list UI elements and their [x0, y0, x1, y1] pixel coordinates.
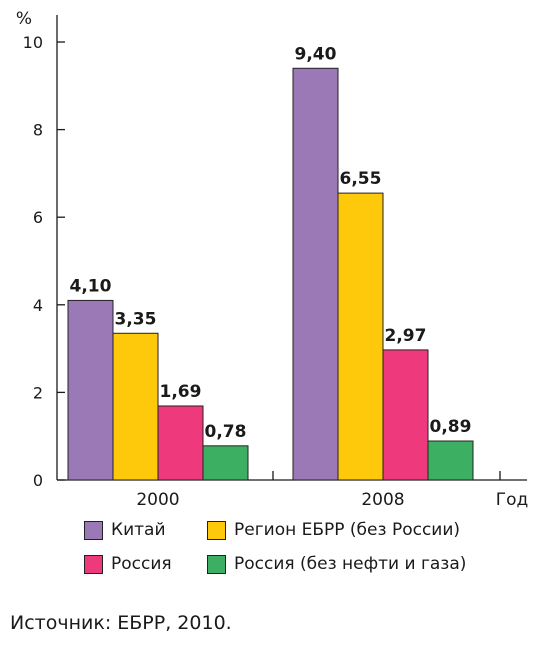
y-tick-label: 4 — [33, 296, 43, 315]
y-tick-label: 8 — [33, 121, 43, 140]
y-tick-label: 2 — [33, 383, 43, 402]
bar-value-label: 4,10 — [70, 276, 112, 296]
x-category-label: 2008 — [361, 490, 404, 510]
x-category-label: 2000 — [136, 490, 179, 510]
legend-swatch-russia — [84, 554, 103, 574]
bar — [382, 349, 429, 481]
source-note: Источник: ЕБРР, 2010. — [10, 612, 232, 634]
bars — [67, 67, 474, 481]
bar-value-label: 6,55 — [340, 169, 382, 189]
legend-label-china: Китай — [111, 520, 166, 540]
bar-value-label: 2,97 — [385, 326, 427, 346]
legend-item-ebrd-region: Регион ЕБРР (без России) — [207, 520, 460, 540]
x-axis-label: Год — [496, 490, 529, 510]
legend-swatch-china — [84, 520, 103, 540]
bar — [157, 405, 204, 481]
bar-value-label: 0,78 — [205, 422, 247, 442]
bar — [337, 192, 384, 481]
legend-item-china: Китай — [84, 520, 166, 540]
bar-value-label: 0,89 — [430, 417, 472, 437]
bar — [202, 445, 249, 481]
legend-label-ebrd-region: Регион ЕБРР (без России) — [234, 520, 461, 540]
y-tick-label: 0 — [33, 471, 43, 490]
legend-label-russia-no-oil-gas: Россия (без нефти и газа) — [234, 554, 467, 574]
legend-swatch-russia-no-oil-gas — [207, 554, 226, 574]
bar — [67, 299, 114, 481]
bar-value-label: 9,40 — [295, 44, 337, 64]
bar — [427, 440, 474, 481]
legend-swatch-ebrd-region — [207, 520, 226, 540]
y-tick-label: 6 — [33, 208, 43, 227]
bar — [112, 332, 159, 481]
legend-item-russia: Россия — [84, 554, 172, 574]
legend-label-russia: Россия — [111, 554, 172, 574]
bar-chart: 0 2 4 6 8 10% 2000 2008 Год 4,10 9,40 3,35 6,55 1,69… — [16, 9, 529, 510]
data-labels: 4,10 9,40 3,35 6,55 1,69 2,97 0,78 0,89 — [70, 44, 472, 442]
bar-value-label: 1,69 — [160, 382, 202, 402]
y-tick-label: 10 — [23, 33, 43, 52]
legend-item-russia-no-oil-gas: Россия (без нефти и газа) — [207, 554, 466, 574]
bar — [292, 67, 339, 481]
bar-value-label: 3,35 — [115, 309, 157, 329]
y-unit-label: % — [16, 9, 32, 29]
